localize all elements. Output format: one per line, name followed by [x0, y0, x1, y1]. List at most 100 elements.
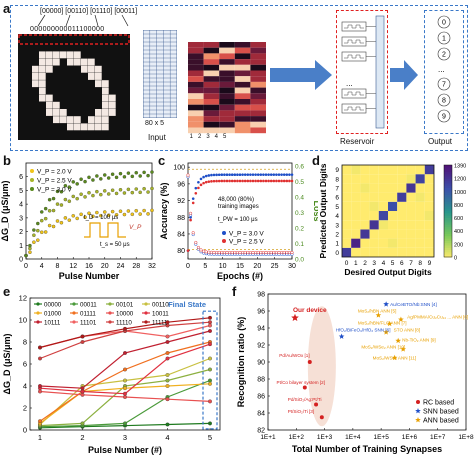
heatmap-cell: [203, 121, 220, 128]
legend-marker: [72, 311, 76, 315]
heatmap-cell: [378, 211, 388, 221]
bits-top: [00000] [00110] [01110] [00011]: [40, 8, 138, 15]
x-axis-label: Epochs (#): [217, 271, 263, 281]
data-point: [99, 213, 103, 218]
x-tick-label: 5: [208, 433, 212, 442]
y-tick-label: 82: [257, 428, 265, 435]
colorbar-tick-label: 1200: [454, 177, 466, 183]
x-tick-label: 3: [372, 260, 376, 267]
legend-label: 11101: [80, 319, 97, 326]
x-tick-label: 28: [132, 263, 140, 270]
data-point: [79, 212, 83, 217]
colorbar-segment: [444, 183, 452, 187]
data-point: [55, 202, 60, 206]
data-point: [150, 208, 154, 213]
data-point: [146, 212, 150, 216]
data-point: [391, 354, 398, 361]
heatmap-cell: [360, 183, 370, 193]
y-tick-label: 92: [177, 198, 185, 205]
loss-point: [235, 250, 239, 255]
data-point: [251, 179, 255, 183]
arrow-to-output: [390, 60, 418, 90]
x-tick-label: 1E+8: [458, 434, 474, 441]
data-point: [126, 171, 131, 175]
data-point: [256, 173, 260, 176]
digit-pixel: [102, 94, 109, 102]
loss-point: [282, 250, 286, 255]
colorbar-segment: [444, 176, 452, 180]
x-tick-label: 7: [409, 260, 413, 267]
digit-pixel: [39, 80, 46, 88]
heatmap-cell: [369, 201, 379, 211]
y-tick-label: 88: [177, 215, 185, 222]
loss-point: [220, 250, 224, 255]
data-point: [55, 189, 60, 194]
digit-pixel: [46, 101, 53, 109]
data-point: [130, 212, 135, 217]
heatmap-cell: [234, 87, 251, 94]
heatmap-cell: [388, 211, 398, 221]
digit-pixel: [39, 51, 46, 59]
data-point: [83, 195, 87, 199]
loss-point: [254, 250, 258, 255]
our-device-star: [291, 313, 299, 322]
heatmap-cell: [342, 165, 352, 175]
plot-frame: [267, 293, 467, 431]
annotation: t_PW = 100 μs: [218, 217, 258, 223]
data-point: [110, 188, 115, 192]
legend-marker: [108, 302, 112, 306]
data-point: [59, 190, 64, 194]
heatmap-cell: [250, 81, 266, 88]
legend-label: 10111: [44, 319, 61, 326]
heatmap-cell: [219, 104, 235, 111]
loss-point: [191, 231, 195, 235]
y-tick-label: 84: [177, 231, 185, 238]
input-label: Input: [148, 133, 166, 142]
digit-pixel: [102, 109, 109, 116]
loss-point: [196, 245, 200, 249]
data-point: [165, 384, 170, 388]
y-axis-label: ΔG_D (μS/μm): [0, 181, 10, 242]
data-point: [186, 249, 190, 252]
data-point: [208, 421, 212, 426]
x-tick-label: 5: [203, 263, 207, 270]
colorbar-segment: [444, 165, 452, 168]
heatmap-cell: [388, 192, 398, 202]
data-point: [63, 216, 68, 220]
digit-pixel: [74, 116, 81, 124]
data-point: [288, 179, 291, 183]
data-point: [75, 196, 79, 201]
data-point: [204, 174, 208, 178]
data-point: [28, 250, 32, 255]
heatmap-cell: [250, 104, 266, 111]
digit-pixel: [81, 123, 88, 131]
colorbar-segment: [444, 252, 452, 256]
colorbar-segment: [444, 243, 452, 246]
reference-label: MoS₂/WSe₂ ANN [11]: [373, 355, 417, 360]
pulse-width-label: t_s = 50 μs: [100, 242, 130, 248]
panel-b-label: b: [3, 153, 11, 168]
data-point: [130, 190, 135, 195]
heatmap-cell: [351, 183, 361, 193]
data-point: [40, 218, 44, 223]
reference-label: Pt/Co bilayer system [2]: [277, 380, 326, 385]
data-point: [251, 173, 255, 176]
x-tick-label: 0: [345, 260, 349, 267]
data-point: [32, 228, 36, 232]
legend-marker: [144, 311, 148, 315]
reservoir-frame: [336, 10, 388, 134]
heatmap-cell: [219, 87, 235, 94]
device-waveform: [344, 39, 364, 44]
data-point: [150, 186, 154, 191]
panel-a-label: a: [3, 1, 11, 16]
digit-pixel: [88, 65, 95, 73]
data-point: [272, 179, 276, 183]
heatmap-cell: [351, 192, 361, 202]
data-point: [215, 179, 218, 183]
colorbar-segment: [444, 197, 452, 200]
colorbar-segment: [444, 174, 452, 177]
data-point: [123, 395, 127, 399]
device-waveform: [344, 106, 364, 111]
data-point: [246, 179, 250, 183]
y-tick-label: 96: [257, 309, 265, 316]
